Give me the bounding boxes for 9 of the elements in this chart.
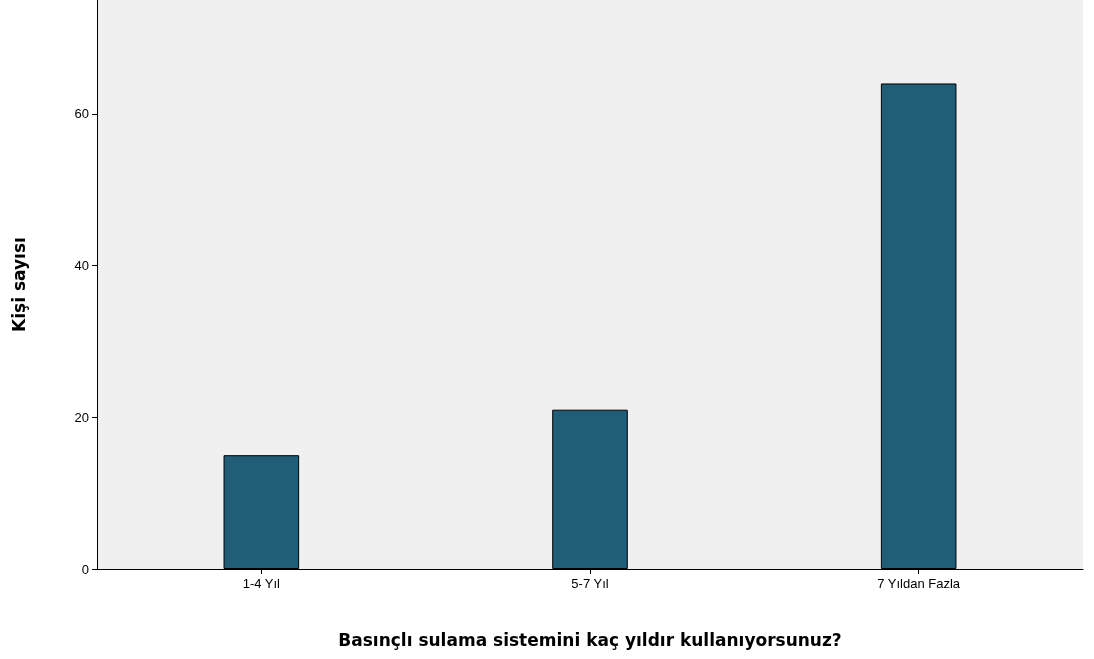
y-tick-label: 40 <box>74 258 89 274</box>
x-axis-title: Basınçlı sulama sistemini kaç yıldır kullanıyorsunuz? <box>338 629 842 650</box>
x-tick-label: 1-4 Yıl <box>242 576 281 591</box>
y-tick-label: 60 <box>74 106 89 122</box>
y-axis-title: Kişi sayısı <box>8 237 29 332</box>
y-tick-label: 20 <box>74 409 89 425</box>
x-tick-label: 5-7 Yıl <box>571 576 609 591</box>
x-tick-label: 7 Yıldan Fazla <box>877 576 961 591</box>
y-tick-label: 0 <box>81 561 89 577</box>
